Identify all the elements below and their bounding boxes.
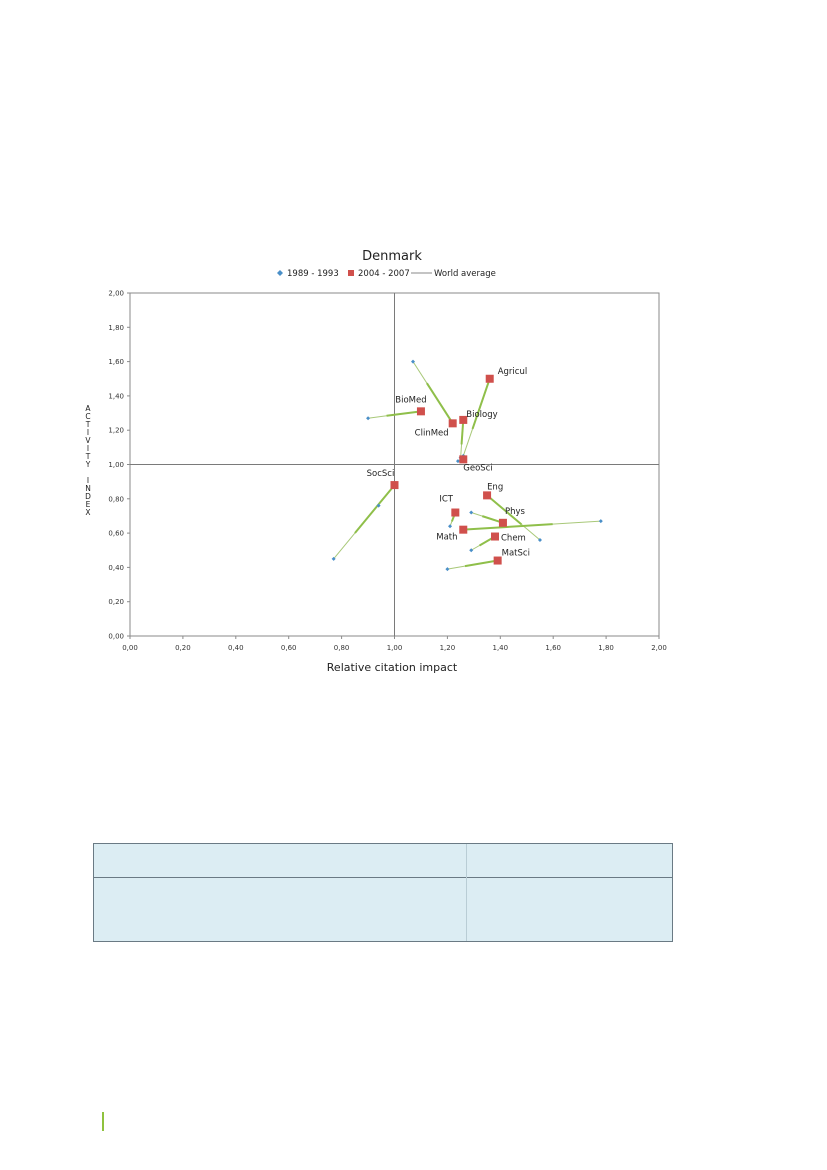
legend: 1989 - 1993 2004 - 2007 World average — [277, 269, 496, 279]
point-label-phys: Phys — [505, 507, 526, 517]
point-1989-1993-math — [598, 519, 603, 524]
x-axis-ticks: 0,00 0,20 0,40 0,60 0,80 1,00 1,20 1,40 1,60 1,80… — [122, 636, 667, 652]
markers-2004-2007 — [390, 374, 507, 565]
x-tick-label: 0,60 — [281, 644, 297, 652]
y-axis-label-letter: Y — [85, 460, 91, 469]
connector-head-socsci — [354, 484, 396, 534]
info-table-divider — [466, 844, 467, 941]
point-2004-2007-geosci — [459, 455, 468, 464]
y-axis-label-letter: V — [85, 436, 91, 445]
y-axis-label-letter: T — [85, 420, 91, 429]
y-axis-label-letter: E — [86, 500, 91, 509]
y-tick-label: 1,20 — [108, 427, 124, 435]
point-label-socsci: SocSci — [367, 469, 395, 479]
point-label-geosci: GeoSci — [463, 463, 492, 473]
point-2004-2007-biomed — [416, 407, 425, 416]
y-tick-label: 1,60 — [108, 358, 124, 366]
legend-marker-1989-1993 — [277, 270, 283, 276]
point-1989-1993-phys — [469, 510, 474, 515]
legend-label-1989-1993: 1989 - 1993 — [287, 269, 339, 279]
point-1989-1993-chem — [469, 548, 474, 553]
connector-head-agricul — [471, 378, 491, 430]
point-2004-2007-matsci — [493, 556, 502, 565]
point-label-ict: ICT — [439, 495, 453, 505]
connector-head-matsci — [464, 559, 498, 568]
y-tick-label: 0,20 — [108, 598, 124, 606]
world-average-lines — [130, 293, 659, 636]
y-tick-label: 2,00 — [108, 290, 124, 298]
point-2004-2007-biology — [459, 415, 468, 424]
point-label-math: Math — [436, 533, 457, 543]
point-label-biomed: BioMed — [395, 395, 426, 405]
point-1989-1993-socsci — [331, 556, 336, 561]
point-1989-1993-geosci — [455, 459, 460, 464]
x-tick-label: 1,80 — [598, 644, 614, 652]
x-tick-label: 1,60 — [545, 644, 561, 652]
x-tick-label: 1,20 — [440, 644, 456, 652]
point-label-chem: Chem — [501, 534, 526, 544]
x-tick-label: 1,40 — [493, 644, 509, 652]
legend-label-2004-2007: 2004 - 2007 — [358, 269, 410, 279]
info-table — [93, 843, 673, 942]
point-1989-1993-eng — [537, 537, 542, 542]
y-tick-label: 0,40 — [108, 564, 124, 572]
point-1989-1993-matsci — [445, 567, 450, 572]
y-axis-label-letter: X — [85, 508, 90, 517]
point-1989-1993-clinmed — [411, 359, 416, 364]
point-label-matsci: MatSci — [502, 549, 530, 559]
x-tick-label: 0,00 — [122, 644, 138, 652]
point-2004-2007-socsci — [390, 481, 399, 490]
x-tick-label: 0,40 — [228, 644, 244, 652]
point-2004-2007-chem — [491, 532, 500, 541]
point-2004-2007-clinmed — [448, 419, 457, 428]
y-axis-label-letter: C — [85, 412, 90, 421]
point-labels: Agricul BioMed Biology ClinMed GeoSci SocSci E… — [367, 367, 530, 559]
connector-head-eng — [486, 494, 523, 526]
connector-head-math — [463, 523, 553, 531]
page-margin-marker — [102, 1112, 104, 1131]
x-tick-label: 1,00 — [387, 644, 403, 652]
y-tick-label: 1,00 — [108, 461, 124, 469]
y-tick-label: 1,80 — [108, 324, 124, 332]
y-axis-label-letter: T — [85, 452, 91, 461]
y-axis-label-letter: I — [87, 444, 89, 453]
point-2004-2007-phys — [498, 518, 507, 527]
legend-marker-2004-2007 — [348, 270, 354, 276]
x-tick-label: 2,00 — [651, 644, 667, 652]
point-1989-1993-extra — [376, 503, 381, 508]
y-axis-label-letter: I — [87, 476, 89, 485]
connector-head-clinmed — [426, 382, 454, 424]
y-axis-label-letter: D — [85, 492, 91, 501]
point-label-clinmed: ClinMed — [415, 428, 449, 438]
y-tick-label: 1,40 — [108, 392, 124, 400]
point-2004-2007-ict — [451, 508, 460, 517]
legend-label-world-average: World average — [434, 269, 496, 279]
point-1989-1993-ict — [448, 524, 453, 529]
point-label-biology: Biology — [466, 410, 497, 420]
y-axis-label-letter: N — [85, 484, 91, 493]
scatter-chart-svg: Denmark 1989 - 1993 2004 - 2007 World av… — [85, 249, 667, 674]
point-2004-2007-eng — [483, 491, 492, 500]
connector-head-biology — [460, 419, 465, 445]
point-label-agricul: Agricul — [498, 367, 527, 377]
connector-head-biomed — [386, 410, 422, 417]
y-axis-ticks: 0,00 0,20 0,40 0,60 0,80 1,00 1,20 1,40 1,60 1,80… — [108, 290, 130, 641]
point-label-eng: Eng — [487, 482, 503, 492]
y-tick-label: 0,80 — [108, 495, 124, 503]
y-tick-label: 0,00 — [108, 633, 124, 641]
y-axis-label-letter: A — [85, 404, 91, 413]
info-table-header — [94, 844, 672, 878]
chart: Denmark 1989 - 1993 2004 - 2007 World av… — [85, 249, 667, 674]
y-axis-label-letter: I — [87, 428, 89, 437]
point-1989-1993-biomed — [366, 416, 371, 421]
point-2004-2007-agricul — [485, 374, 494, 383]
connector-lines — [333, 361, 601, 570]
x-tick-label: 0,80 — [334, 644, 350, 652]
x-axis-label: Relative citation impact — [327, 661, 458, 674]
y-tick-label: 0,60 — [108, 530, 124, 538]
x-tick-label: 0,20 — [175, 644, 191, 652]
point-2004-2007-math — [459, 525, 468, 534]
chart-title: Denmark — [362, 249, 422, 264]
